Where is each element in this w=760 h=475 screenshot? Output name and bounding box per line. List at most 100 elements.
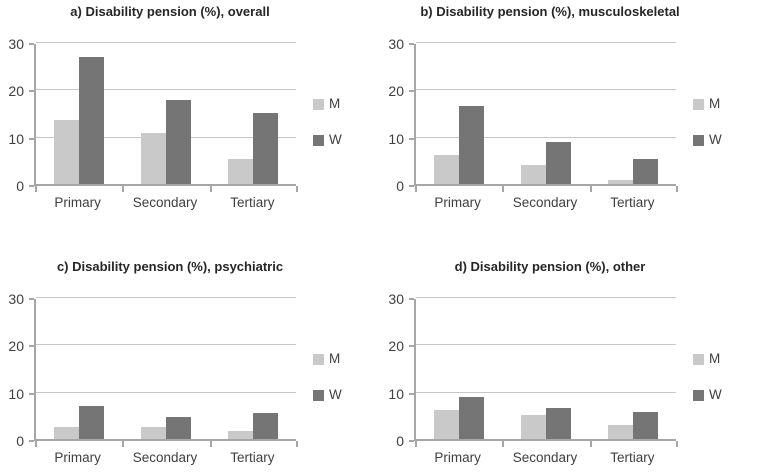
legend-entry-w: W xyxy=(693,133,760,147)
gridline xyxy=(36,344,296,346)
legend-swatch-w xyxy=(313,389,324,401)
y-tick-mark xyxy=(29,345,34,348)
gridline xyxy=(416,391,676,393)
bar-group-tertiary xyxy=(589,299,676,439)
plot-area xyxy=(414,42,678,192)
chart-panel-c: c) Disability pension (%), psychiatric 0… xyxy=(0,237,380,475)
bar-w-tertiary xyxy=(252,113,278,184)
x-tick-mark xyxy=(35,186,37,192)
y-tick-label: 20 xyxy=(8,83,24,100)
y-tick-mark xyxy=(29,137,34,140)
bar-groups xyxy=(36,44,296,184)
bar-m-primary xyxy=(54,120,80,184)
bar-group-primary xyxy=(36,44,123,184)
y-tick-label: 30 xyxy=(388,36,404,52)
y-tick-mark xyxy=(29,298,34,300)
x-tick-mark xyxy=(589,186,592,192)
legend-label: M xyxy=(329,96,341,111)
y-tick-label: 30 xyxy=(8,291,24,307)
bar-w-primary xyxy=(459,106,485,184)
bar-w-tertiary xyxy=(632,159,658,184)
x-tick-mark xyxy=(209,441,212,447)
y-tick-mark xyxy=(29,392,34,395)
bar-group-secondary xyxy=(503,299,590,439)
y-tick-label: 20 xyxy=(8,338,24,355)
gridline xyxy=(36,391,296,393)
legend-entry-w: W xyxy=(313,388,380,402)
x-tick-mark xyxy=(296,441,298,447)
x-axis-label: Primary xyxy=(434,195,481,210)
plot-area xyxy=(34,297,298,447)
y-tick-mark xyxy=(409,90,414,93)
legend-label: M xyxy=(709,351,721,366)
legend-swatch-m xyxy=(693,353,704,365)
legend-swatch-w xyxy=(693,134,704,146)
legend-swatch-w xyxy=(313,134,324,146)
bar-m-tertiary xyxy=(607,425,633,439)
legend-label: W xyxy=(709,132,722,147)
y-tick-label: 20 xyxy=(388,83,404,100)
y-axis: 0 10 20 30 xyxy=(0,291,34,449)
legend-label: W xyxy=(329,387,342,402)
y-tick-mark xyxy=(29,440,34,442)
y-tick-mark xyxy=(29,43,34,45)
legend-swatch-m xyxy=(693,98,704,110)
gridline xyxy=(416,344,676,346)
bar-m-tertiary xyxy=(607,179,633,184)
gridline xyxy=(36,42,296,43)
legend-entry-w: W xyxy=(313,133,380,147)
y-tick-label: 0 xyxy=(16,433,24,449)
bar-m-secondary xyxy=(521,415,546,439)
bar-w-secondary xyxy=(166,100,191,184)
y-axis: 0 10 20 30 xyxy=(380,291,414,449)
x-tick-mark xyxy=(415,441,417,447)
x-axis-labels: Primary Secondary Tertiary xyxy=(34,450,296,465)
y-tick-label: 10 xyxy=(388,385,404,402)
x-axis-label: Tertiary xyxy=(610,450,655,465)
bar-m-tertiary xyxy=(227,159,253,184)
x-axis-label: Secondary xyxy=(512,450,578,465)
bar-groups xyxy=(36,299,296,439)
bar-w-secondary xyxy=(546,408,571,439)
x-tick-mark xyxy=(589,441,592,447)
x-axis-label: Primary xyxy=(54,195,101,210)
legend-entry-m: M xyxy=(693,97,760,111)
legend-entry-m: M xyxy=(693,352,760,366)
chart-title: d) Disability pension (%), other xyxy=(454,259,646,274)
legend-entry-m: M xyxy=(313,352,380,366)
chart-panel-d: d) Disability pension (%), other 0 10 20 30… xyxy=(380,237,760,475)
x-tick-mark xyxy=(122,186,125,192)
y-tick-label: 30 xyxy=(388,291,404,307)
x-tick-mark xyxy=(502,441,505,447)
y-tick-label: 30 xyxy=(8,36,24,52)
x-tick-mark xyxy=(122,441,125,447)
x-tick-mark xyxy=(415,186,417,192)
plot-area xyxy=(34,42,298,192)
legend-swatch-w xyxy=(693,389,704,401)
y-tick-mark xyxy=(409,298,414,300)
x-tick-mark xyxy=(676,441,678,447)
x-axis-label: Secondary xyxy=(132,195,198,210)
bar-m-primary xyxy=(54,427,80,439)
bar-groups xyxy=(416,299,676,439)
bar-group-secondary xyxy=(123,299,210,439)
x-axis-labels: Primary Secondary Tertiary xyxy=(414,450,676,465)
legend-entry-m: M xyxy=(313,97,380,111)
y-tick-label: 0 xyxy=(16,178,24,194)
legend-label: M xyxy=(329,351,341,366)
bar-group-tertiary xyxy=(209,44,296,184)
chart-panel-b: b) Disability pension (%), musculoskelet… xyxy=(380,0,760,237)
bar-w-primary xyxy=(459,397,485,439)
x-axis-labels: Primary Secondary Tertiary xyxy=(414,195,676,210)
x-axis-label: Secondary xyxy=(132,450,198,465)
bar-group-tertiary xyxy=(209,299,296,439)
chart-title: b) Disability pension (%), musculoskelet… xyxy=(420,4,680,19)
bar-m-tertiary xyxy=(227,431,253,439)
legend-entry-w: W xyxy=(693,388,760,402)
